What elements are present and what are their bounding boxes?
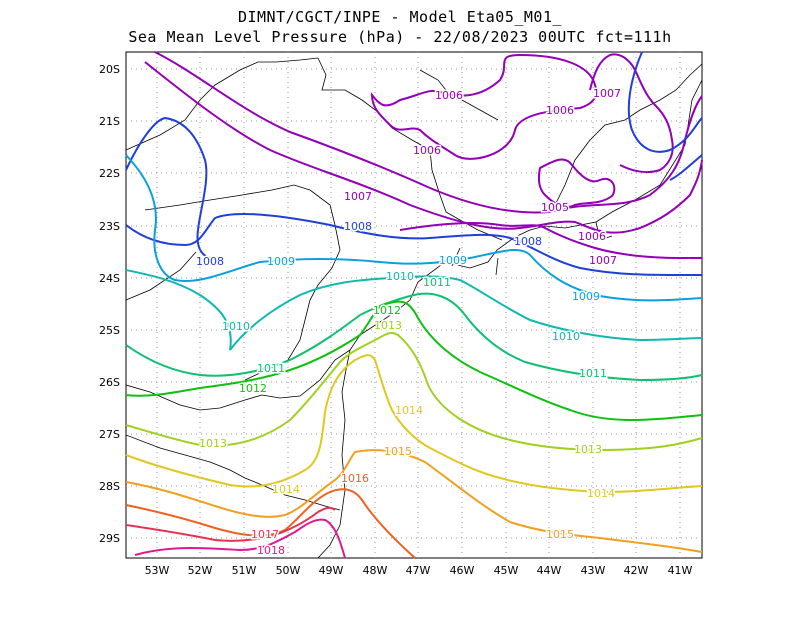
lon-tick-label: 53W (145, 564, 170, 577)
lon-tick-labels: 53W 52W 51W 50W 49W 48W 47W 46W 45W 44W … (145, 564, 693, 577)
lon-tick-label: 42W (624, 564, 649, 577)
lat-tick-label: 25S (99, 324, 120, 337)
isobar-label: 1009 (439, 254, 467, 267)
lon-tick-label: 50W (276, 564, 301, 577)
chart-subtitle: Sea Mean Level Pressure (hPa) - 22/08/20… (128, 28, 672, 46)
isobar-label: 1018 (257, 544, 285, 557)
isobar-label: 1006 (413, 144, 441, 157)
isobar-label: 1011 (579, 367, 607, 380)
isobar-label: 1005 (541, 201, 569, 214)
isobar-labels: 1006 1006 1006 1007 1007 1005 1006 1007 … (195, 86, 623, 559)
boundaries (125, 57, 703, 559)
lon-tick-label: 46W (450, 564, 475, 577)
isobar-label: 1010 (552, 330, 580, 343)
lon-tick-label: 41W (668, 564, 693, 577)
lon-tick-label: 43W (581, 564, 606, 577)
isobar-label: 1009 (572, 290, 600, 303)
lon-tick-label: 44W (537, 564, 562, 577)
isobar-label: 1011 (257, 362, 285, 375)
isobar-label: 1015 (384, 445, 412, 458)
isobar-label: 1006 (546, 104, 574, 117)
isobar-label: 1007 (344, 190, 372, 203)
isobar-label: 1007 (589, 254, 617, 267)
isobar-label: 1006 (578, 230, 606, 243)
lon-tick-label: 51W (232, 564, 257, 577)
isobar-label: 1008 (196, 255, 224, 268)
lat-tick-label: 28S (99, 480, 120, 493)
lon-tick-label: 49W (319, 564, 344, 577)
isobar-label: 1010 (386, 270, 414, 283)
lat-tick-label: 27S (99, 428, 120, 441)
isobar-label: 1013 (199, 437, 227, 450)
isobars (125, 51, 703, 559)
lat-tick-label: 29S (99, 532, 120, 545)
isobar-label: 1012 (373, 304, 401, 317)
isobar-label: 1015 (546, 528, 574, 541)
lat-tick-label: 21S (99, 115, 120, 128)
isobar-label: 1014 (587, 487, 615, 500)
isobar-label: 1008 (344, 220, 372, 233)
isobar-label: 1013 (374, 319, 402, 332)
lat-tick-label: 23S (99, 220, 120, 233)
lat-tick-label: 20S (99, 63, 120, 76)
isobar-label: 1007 (593, 87, 621, 100)
isobar-label: 1012 (239, 382, 267, 395)
lat-tick-label: 22S (99, 167, 120, 180)
isobar-label: 1006 (435, 89, 463, 102)
isobar-label: 1011 (423, 276, 451, 289)
lat-tick-label: 24S (99, 272, 120, 285)
lon-tick-label: 45W (494, 564, 519, 577)
lon-tick-label: 48W (363, 564, 388, 577)
lon-tick-label: 52W (188, 564, 213, 577)
isobar-label: 1014 (395, 404, 423, 417)
isobar-label: 1014 (272, 483, 300, 496)
isobar-label: 1010 (222, 320, 250, 333)
isobar-label: 1013 (574, 443, 602, 456)
isobar-label: 1008 (514, 235, 542, 248)
isobar-label: 1009 (267, 255, 295, 268)
lat-tick-labels: 20S 21S 22S 23S 24S 25S 26S 27S 28S 29S (99, 63, 120, 545)
isobar-label: 1017 (251, 528, 279, 541)
isobar-label: 1016 (341, 472, 369, 485)
lon-tick-label: 47W (406, 564, 431, 577)
lat-tick-label: 26S (99, 376, 120, 389)
chart-title: DIMNT/CGCT/INPE - Model Eta05_M01_ (237, 8, 563, 26)
